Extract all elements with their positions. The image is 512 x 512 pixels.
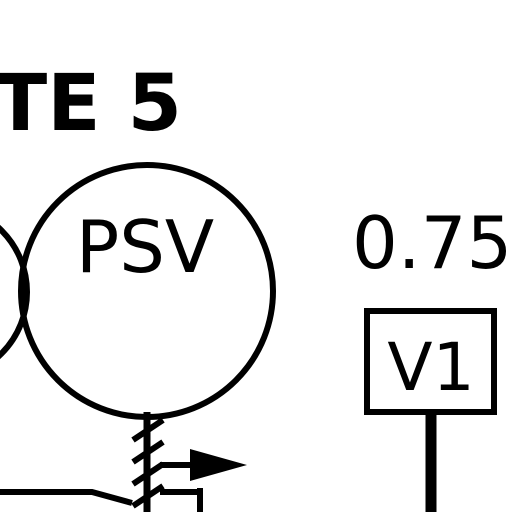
header-label: TE 5 xyxy=(0,59,182,149)
psv-label: PSV xyxy=(76,205,214,289)
discharge-arrowhead xyxy=(190,449,247,481)
setting-value: 0.75 xyxy=(352,201,512,285)
psv-spring-symbol xyxy=(131,417,165,509)
adjacent-instrument-circle xyxy=(0,224,30,360)
psv-instrument-circle xyxy=(18,162,276,420)
inlet-pipe-line xyxy=(0,489,133,506)
valve-tag-label: V1 xyxy=(387,329,474,406)
